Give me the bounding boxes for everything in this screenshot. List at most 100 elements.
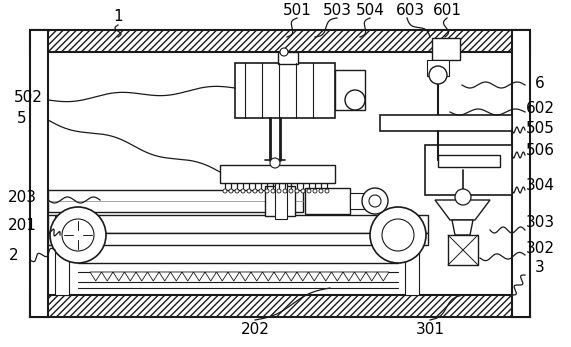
- Circle shape: [319, 189, 323, 193]
- Text: 304: 304: [525, 178, 554, 193]
- Polygon shape: [274, 272, 286, 281]
- Text: 603: 603: [396, 2, 425, 17]
- Circle shape: [313, 189, 317, 193]
- Circle shape: [429, 66, 447, 84]
- Bar: [48, 190, 303, 212]
- Polygon shape: [355, 272, 366, 281]
- Text: 303: 303: [525, 214, 554, 229]
- Text: 503: 503: [323, 2, 352, 17]
- Bar: [512, 30, 530, 317]
- Bar: [235, 63, 335, 118]
- Text: 506: 506: [525, 143, 554, 158]
- Circle shape: [229, 189, 233, 193]
- Polygon shape: [452, 220, 473, 235]
- Circle shape: [345, 90, 365, 110]
- Bar: [30, 30, 530, 52]
- Polygon shape: [332, 272, 343, 281]
- Polygon shape: [320, 272, 332, 281]
- Polygon shape: [366, 272, 377, 281]
- Circle shape: [301, 189, 305, 193]
- Bar: [380, 115, 512, 131]
- Circle shape: [295, 189, 299, 193]
- Text: 202: 202: [240, 322, 270, 338]
- Text: 5: 5: [17, 110, 27, 126]
- Polygon shape: [286, 272, 297, 281]
- Text: 1: 1: [113, 8, 123, 24]
- Circle shape: [325, 189, 329, 193]
- Polygon shape: [171, 272, 182, 281]
- Circle shape: [277, 189, 281, 193]
- Polygon shape: [90, 272, 102, 281]
- Circle shape: [369, 195, 381, 207]
- Polygon shape: [308, 272, 320, 281]
- Bar: [220, 165, 335, 183]
- Circle shape: [223, 189, 227, 193]
- Circle shape: [241, 189, 245, 193]
- Polygon shape: [194, 272, 205, 281]
- Circle shape: [235, 189, 239, 193]
- Polygon shape: [263, 272, 274, 281]
- Text: 505: 505: [525, 120, 554, 135]
- Bar: [48, 215, 428, 233]
- Bar: [427, 60, 449, 76]
- Text: 2: 2: [9, 247, 19, 262]
- Circle shape: [62, 219, 94, 251]
- Polygon shape: [147, 272, 159, 281]
- Polygon shape: [343, 272, 355, 281]
- Bar: [55, 215, 69, 295]
- Bar: [448, 235, 478, 265]
- Polygon shape: [159, 272, 171, 281]
- Polygon shape: [136, 272, 147, 281]
- Bar: [350, 193, 368, 209]
- Bar: [278, 52, 298, 64]
- Bar: [438, 155, 500, 167]
- Circle shape: [382, 219, 414, 251]
- Polygon shape: [435, 200, 490, 220]
- Circle shape: [253, 189, 257, 193]
- Circle shape: [280, 48, 288, 56]
- Text: 201: 201: [7, 218, 37, 232]
- Bar: [48, 233, 428, 245]
- Circle shape: [362, 188, 388, 214]
- Circle shape: [259, 189, 263, 193]
- Text: 6: 6: [535, 76, 545, 91]
- Text: 504: 504: [356, 2, 384, 17]
- Text: 302: 302: [525, 240, 554, 255]
- Polygon shape: [377, 272, 389, 281]
- Text: 301: 301: [416, 322, 444, 338]
- Circle shape: [270, 158, 280, 168]
- Circle shape: [307, 189, 311, 193]
- Text: 601: 601: [432, 2, 461, 17]
- Circle shape: [247, 189, 251, 193]
- Polygon shape: [124, 272, 136, 281]
- Text: 501: 501: [283, 2, 311, 17]
- Bar: [305, 188, 350, 214]
- Bar: [30, 30, 48, 317]
- Circle shape: [455, 189, 471, 205]
- Polygon shape: [251, 272, 263, 281]
- Bar: [425, 145, 512, 195]
- Polygon shape: [205, 272, 216, 281]
- Bar: [265, 186, 295, 216]
- Text: 502: 502: [14, 90, 42, 104]
- Text: 3: 3: [535, 261, 545, 276]
- Polygon shape: [216, 272, 228, 281]
- Bar: [405, 215, 419, 295]
- Circle shape: [271, 189, 275, 193]
- Polygon shape: [297, 272, 308, 281]
- Circle shape: [50, 207, 106, 263]
- Circle shape: [283, 189, 287, 193]
- Polygon shape: [113, 272, 124, 281]
- Bar: [275, 183, 287, 219]
- Polygon shape: [182, 272, 194, 281]
- Polygon shape: [228, 272, 239, 281]
- Text: 203: 203: [7, 189, 37, 204]
- Bar: [432, 38, 460, 60]
- Circle shape: [265, 189, 269, 193]
- Polygon shape: [239, 272, 251, 281]
- Text: 602: 602: [525, 101, 554, 116]
- Circle shape: [370, 207, 426, 263]
- Bar: [335, 70, 365, 110]
- Circle shape: [289, 189, 293, 193]
- Polygon shape: [102, 272, 113, 281]
